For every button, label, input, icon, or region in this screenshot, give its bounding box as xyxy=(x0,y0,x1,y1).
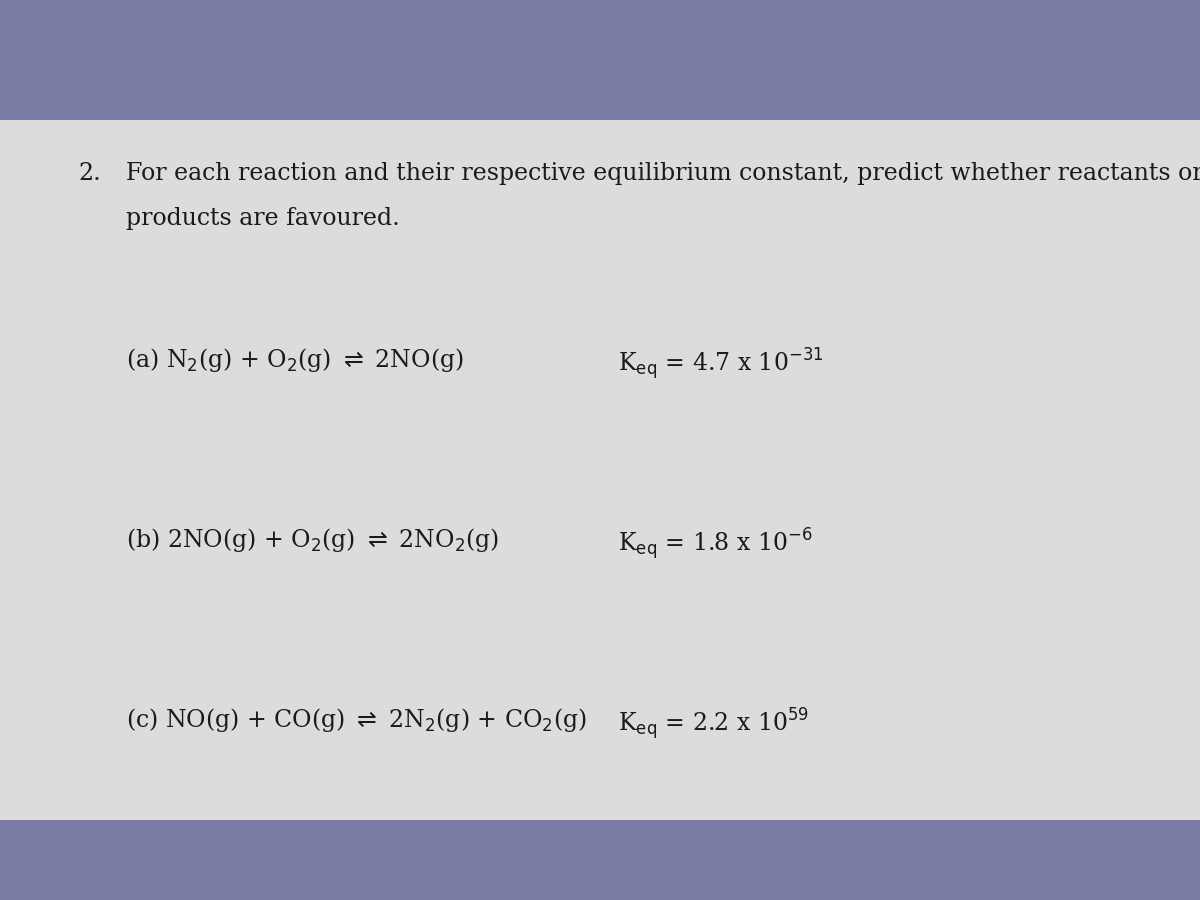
Text: (b) 2NO(g) + O$_2$(g) $\rightleftharpoons$ 2NO$_2$(g): (b) 2NO(g) + O$_2$(g) $\rightleftharpoon… xyxy=(126,526,499,554)
Text: (c) NO(g) + CO(g) $\rightleftharpoons$ 2N$_2$(g) + CO$_2$(g): (c) NO(g) + CO(g) $\rightleftharpoons$ 2… xyxy=(126,706,587,734)
Text: K$_{\mathrm{eq}}$ = 1.8 x 10$^{-6}$: K$_{\mathrm{eq}}$ = 1.8 x 10$^{-6}$ xyxy=(618,526,812,562)
Text: K$_{\mathrm{eq}}$ = 2.2 x 10$^{59}$: K$_{\mathrm{eq}}$ = 2.2 x 10$^{59}$ xyxy=(618,706,809,742)
Text: 2.: 2. xyxy=(78,162,101,185)
FancyBboxPatch shape xyxy=(0,120,1200,820)
Text: K$_{\mathrm{eq}}$ = 4.7 x 10$^{-31}$: K$_{\mathrm{eq}}$ = 4.7 x 10$^{-31}$ xyxy=(618,346,823,382)
Text: For each reaction and their respective equilibrium constant, predict whether rea: For each reaction and their respective e… xyxy=(126,162,1200,185)
Text: (a) N$_2$(g) + O$_2$(g) $\rightleftharpoons$ 2NO(g): (a) N$_2$(g) + O$_2$(g) $\rightleftharpo… xyxy=(126,346,463,374)
Text: products are favoured.: products are favoured. xyxy=(126,207,400,230)
